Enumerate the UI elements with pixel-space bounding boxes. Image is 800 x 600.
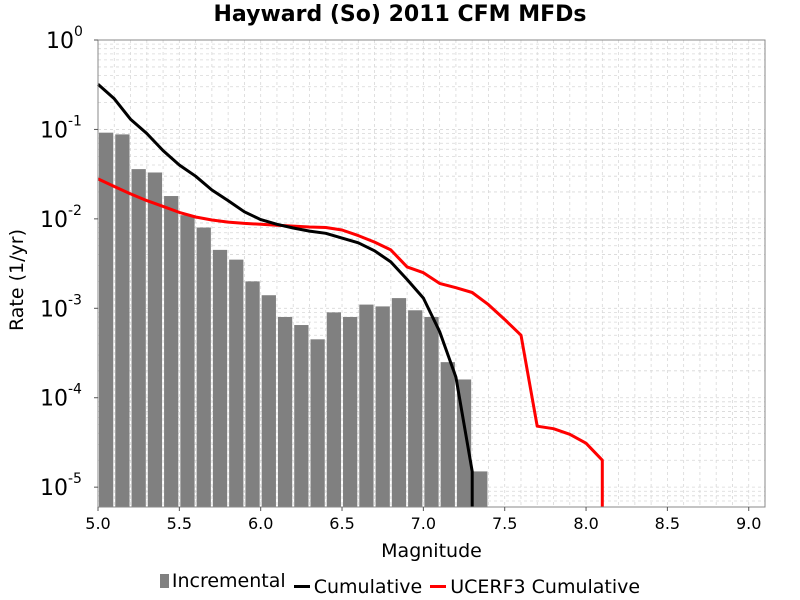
bar-incremental — [99, 132, 114, 507]
bar-incremental — [391, 298, 407, 507]
bar-incremental — [164, 196, 179, 507]
legend: Incremental Cumulative UCERF3 Cumulative — [0, 570, 800, 598]
bar-incremental — [375, 306, 390, 507]
bar-incremental — [326, 312, 342, 507]
y-tick-label: 10-4 — [40, 382, 82, 412]
x-tick-label: 6.0 — [248, 514, 273, 533]
bar-incremental — [294, 325, 309, 507]
bar-incremental — [277, 316, 293, 507]
y-tick-label: 10-2 — [40, 203, 82, 233]
bar-incremental — [473, 471, 488, 507]
bar-incremental — [440, 362, 455, 507]
bar-incremental — [424, 316, 439, 507]
legend-item-incremental: Incremental — [159, 570, 286, 592]
x-tick-label: 7.0 — [411, 514, 436, 533]
bar-incremental — [359, 304, 374, 507]
bar-incremental — [196, 227, 211, 507]
bar-incremental — [131, 169, 146, 507]
x-tick-label: 7.5 — [492, 514, 517, 533]
y-tick-label: 10-1 — [40, 113, 82, 143]
bar-incremental — [180, 215, 195, 507]
legend-swatch-incremental — [159, 574, 169, 588]
y-axis-label: Rate (1/yr) — [6, 229, 28, 331]
line-ucerf3-cumulative — [97, 177, 604, 507]
bar-incremental — [115, 134, 130, 507]
y-tick-label: 10-3 — [40, 292, 82, 322]
y-tick-label: 10-5 — [40, 471, 82, 501]
bar-incremental — [343, 316, 358, 507]
legend-swatch-ucerf3 — [430, 585, 447, 588]
x-tick-label: 9.0 — [736, 514, 761, 533]
bar-incremental — [408, 310, 423, 507]
bar-incremental — [147, 172, 163, 507]
bar-incremental — [261, 295, 276, 507]
legend-item-ucerf3: UCERF3 Cumulative — [430, 576, 640, 598]
bar-incremental — [310, 339, 325, 507]
chart-title: Hayward (So) 2011 CFM MFDs — [213, 2, 587, 27]
bar-incremental — [245, 281, 260, 507]
x-tick-label: 8.0 — [573, 514, 598, 533]
bar-incremental — [212, 249, 228, 507]
x-tick-label: 8.5 — [655, 514, 680, 533]
plot-frame — [97, 39, 766, 508]
x-tick-label: 5.5 — [167, 514, 192, 533]
x-tick-label: 6.5 — [329, 514, 354, 533]
legend-label-cumulative: Cumulative — [313, 575, 423, 598]
legend-item-cumulative: Cumulative — [293, 575, 423, 598]
x-axis-label: Magnitude — [381, 540, 482, 562]
x-tick-label: 5.0 — [85, 514, 110, 533]
legend-label-incremental: Incremental — [171, 570, 286, 592]
bar-incremental — [229, 259, 244, 507]
line-cumulative — [97, 83, 474, 507]
legend-swatch-cumulative — [293, 585, 310, 588]
legend-label-ucerf3: UCERF3 Cumulative — [450, 575, 641, 598]
y-tick-label: 100 — [46, 24, 83, 54]
